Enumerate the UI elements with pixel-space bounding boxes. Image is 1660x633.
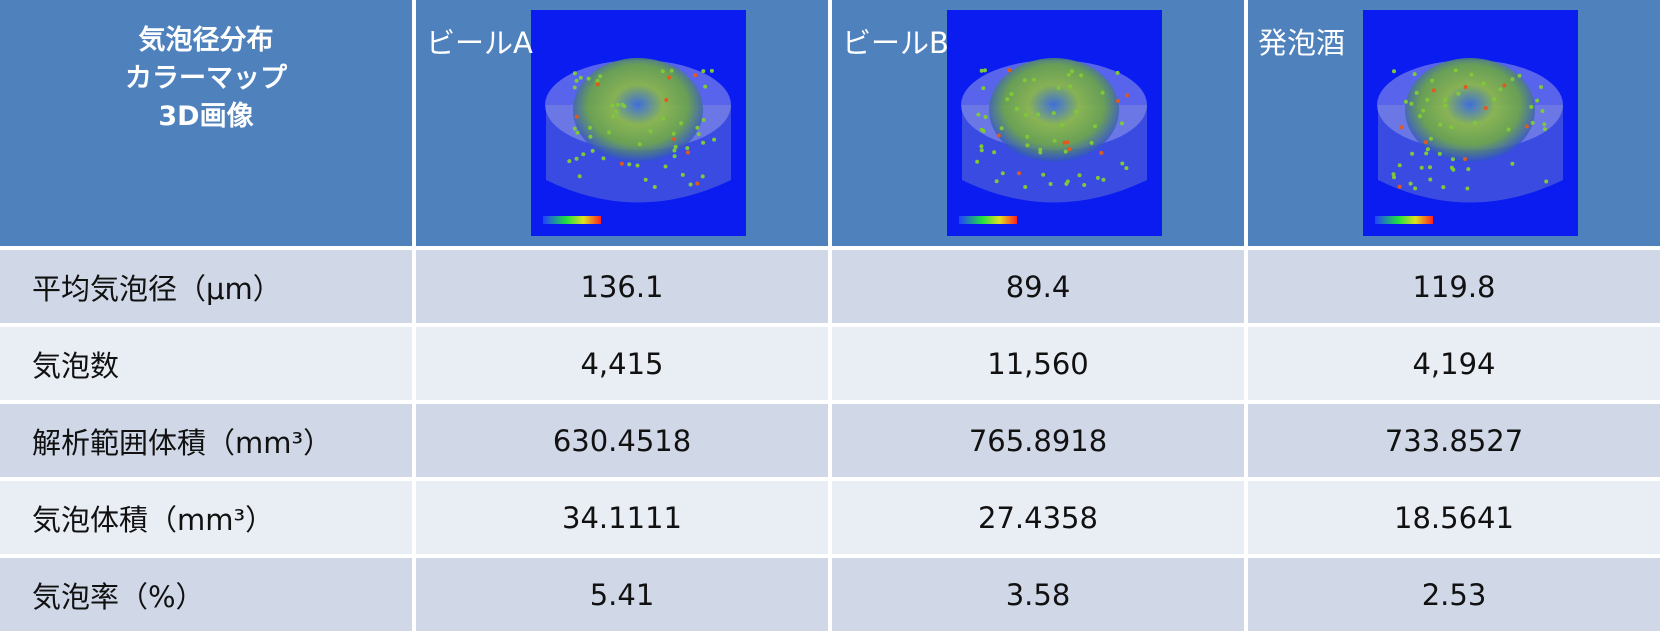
value-cell: 765.8918: [832, 404, 1244, 477]
column-header: ビールA: [426, 26, 533, 60]
title-line: カラーマップ: [125, 63, 287, 94]
row-label: 解析範囲体積（mm³）: [0, 404, 412, 477]
header-title: 気泡径分布 カラーマップ 3D画像: [0, 0, 412, 136]
column-header: 発泡酒: [1258, 26, 1346, 60]
value-cell: 27.4358: [832, 481, 1244, 554]
value-cell: 5.41: [416, 558, 828, 631]
row-label: 気泡体積（mm³）: [0, 481, 412, 554]
value-cell: 4,415: [416, 327, 828, 400]
column-header: ビールB: [842, 26, 949, 60]
value-cell: 18.5641: [1248, 481, 1660, 554]
bubble-image: [947, 10, 1162, 236]
header-cell: ビールB: [832, 0, 1244, 246]
value-cell: 89.4: [832, 250, 1244, 323]
value-cell: 3.58: [832, 558, 1244, 631]
bubble-image: [531, 10, 746, 236]
value-cell: 34.1111: [416, 481, 828, 554]
value-cell: 2.53: [1248, 558, 1660, 631]
value-cell: 119.8: [1248, 250, 1660, 323]
header-cell: 発泡酒: [1248, 0, 1660, 246]
value-cell: 630.4518: [416, 404, 828, 477]
row-label: 気泡数: [0, 327, 412, 400]
row-label: 平均気泡径（μm）: [0, 250, 412, 323]
value-cell: 4,194: [1248, 327, 1660, 400]
value-cell: 11,560: [832, 327, 1244, 400]
header-cell: ビールA: [416, 0, 828, 246]
bubble-image: [1363, 10, 1578, 236]
header-cell: 気泡径分布 カラーマップ 3D画像: [0, 0, 412, 246]
title-line: 3D画像: [158, 101, 254, 132]
value-cell: 136.1: [416, 250, 828, 323]
title-line: 気泡径分布: [138, 25, 274, 56]
row-label: 気泡率（%）: [0, 558, 412, 631]
value-cell: 733.8527: [1248, 404, 1660, 477]
